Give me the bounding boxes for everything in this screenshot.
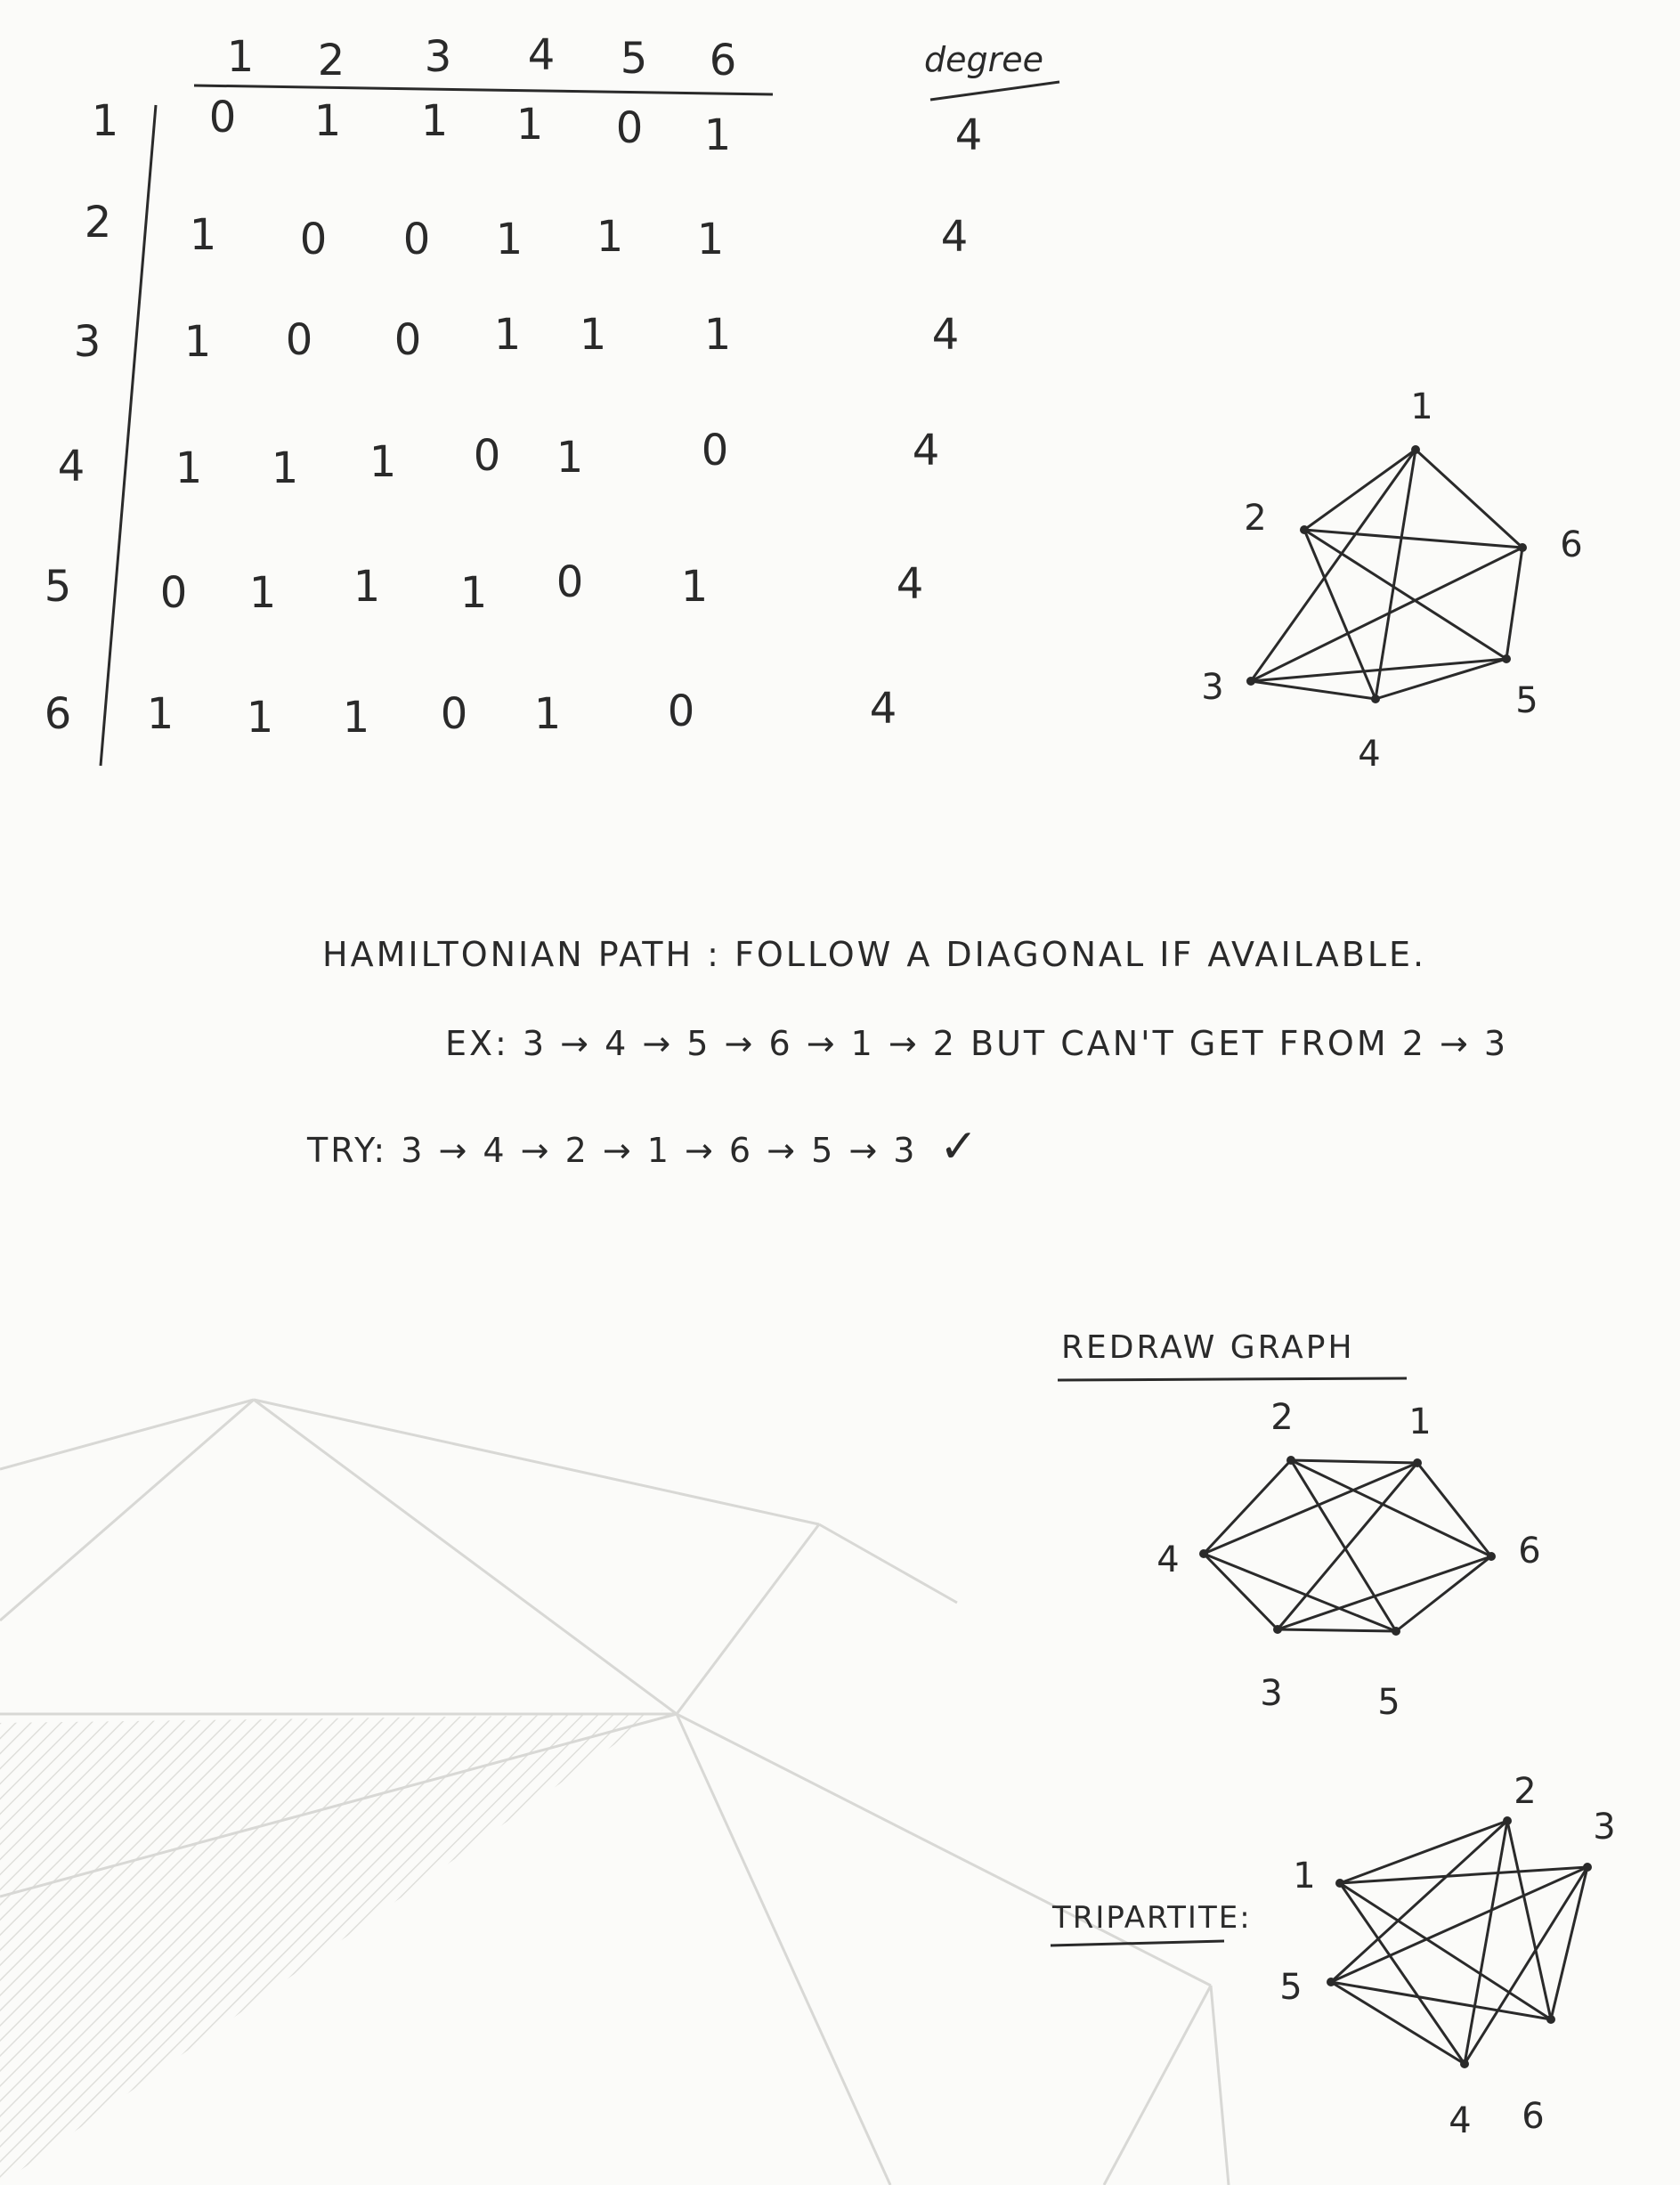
redraw-vertex-label-5: 5 [1377, 1682, 1400, 1723]
cell-2-2: 0 [300, 215, 328, 264]
cell-2-3: 0 [403, 215, 431, 264]
col-header-1: 1 [227, 32, 255, 82]
cell-2-1: 1 [190, 210, 217, 260]
header-underline [193, 84, 774, 96]
cell-5-2: 1 [249, 568, 277, 618]
cell-4-4: 0 [474, 431, 501, 481]
cell-5-1: 0 [160, 568, 188, 618]
tripartite-underline [1050, 1939, 1225, 1947]
graph-drawing-1: 1 2 6 3 5 4 [1201, 386, 1582, 775]
example-line: EX: 3 → 4 → 5 → 6 → 1 → 2 BUT CAN'T GET … [445, 1024, 1508, 1063]
col-header-3: 3 [425, 32, 452, 82]
cell-2-6: 1 [697, 215, 725, 264]
redraw-vertex-label-2: 2 [1270, 1397, 1293, 1438]
redraw-underline [1057, 1377, 1408, 1382]
cell-5-5: 0 [556, 557, 584, 607]
col-header-5: 5 [621, 34, 648, 84]
redraw-vertex-label-4: 4 [1157, 1539, 1179, 1580]
degree-row-3: 4 [932, 310, 960, 360]
tripartite-section: TRIPARTITE: 2 3 1 5 4 6 [1050, 1771, 1616, 2141]
cell-6-4: 0 [441, 689, 468, 739]
cell-1-4: 1 [516, 100, 544, 150]
graph1-vertex-label-1: 1 [1410, 386, 1432, 427]
redraw-vertex-label-6: 6 [1518, 1531, 1540, 1572]
tripartite-vertex-label-4: 4 [1449, 2100, 1471, 2141]
redraw-vertex-label-1: 1 [1408, 1401, 1431, 1442]
degree-row-6: 4 [870, 684, 897, 734]
cell-1-6: 1 [704, 110, 732, 160]
cell-1-2: 1 [314, 96, 342, 146]
tripartite-vertex-label-5: 5 [1279, 1967, 1302, 2008]
checkmark: ✓ [939, 1120, 981, 1174]
cell-4-6: 0 [702, 426, 729, 475]
cell-4-3: 1 [369, 437, 397, 487]
row-label-6: 6 [45, 689, 72, 739]
tripartite-title: TRIPARTITE: [1051, 1900, 1252, 1936]
cell-5-6: 1 [681, 562, 709, 612]
col-header-2: 2 [318, 36, 345, 85]
degree-row-2: 4 [941, 212, 969, 262]
col-header-6: 6 [710, 36, 737, 85]
cell-1-1: 0 [209, 93, 237, 142]
cell-4-2: 1 [272, 443, 299, 493]
row-label-divider [99, 104, 158, 767]
try-line: TRY: 3 → 4 → 2 → 1 → 6 → 5 → 3 [306, 1131, 917, 1170]
cell-4-5: 1 [556, 433, 584, 483]
cell-6-3: 1 [343, 693, 370, 743]
cell-6-6: 0 [668, 686, 695, 736]
graph1-vertex-label-3: 3 [1201, 667, 1223, 708]
background-watermark [0, 1398, 1230, 2185]
tripartite-vertex-label-6: 6 [1522, 2096, 1544, 2137]
cell-6-5: 1 [534, 689, 562, 739]
cell-3-2: 0 [286, 315, 313, 365]
col-header-4: 4 [528, 30, 556, 80]
tripartite-vertex-label-2: 2 [1514, 1771, 1536, 1812]
cell-5-3: 1 [353, 562, 381, 612]
graph1-vertex-label-5: 5 [1515, 680, 1538, 721]
degree-underline [929, 80, 1060, 102]
graph1-vertex-label-6: 6 [1560, 524, 1582, 565]
notes: HAMILTONIAN PATH : FOLLOW A DIAGONAL IF … [306, 935, 1508, 1174]
graph1-vertex-label-2: 2 [1244, 498, 1266, 539]
adjacency-matrix: 1 2 3 4 5 6 degree 1 0 1 1 1 0 1 4 2 1 0… [45, 30, 1060, 767]
degree-row-1: 4 [955, 110, 983, 160]
graph1-vertex-label-4: 4 [1358, 734, 1380, 775]
cell-2-5: 1 [597, 212, 624, 262]
cell-4-1: 1 [175, 443, 203, 493]
cell-5-4: 1 [460, 568, 488, 618]
cell-3-6: 1 [704, 310, 732, 360]
row-label-5: 5 [45, 562, 72, 612]
cell-6-1: 1 [147, 689, 174, 739]
redraw-graph-section: REDRAW GRAPH 2 1 4 6 3 5 [1057, 1329, 1541, 1723]
tripartite-vertex-label-1: 1 [1293, 1856, 1315, 1897]
degree-row-4: 4 [913, 426, 940, 475]
hamiltonian-heading: HAMILTONIAN PATH : FOLLOW A DIAGONAL IF … [322, 935, 1426, 974]
cell-1-5: 0 [616, 103, 644, 153]
degree-row-5: 4 [897, 559, 924, 609]
degree-header: degree [924, 40, 1043, 79]
redraw-title: REDRAW GRAPH [1061, 1329, 1355, 1366]
redraw-vertex-label-3: 3 [1260, 1673, 1282, 1714]
row-label-4: 4 [58, 442, 85, 491]
cell-3-3: 0 [394, 315, 422, 365]
row-label-2: 2 [85, 198, 112, 248]
tripartite-vertex-label-3: 3 [1593, 1807, 1615, 1848]
cell-3-1: 1 [184, 317, 212, 367]
row-label-1: 1 [92, 96, 119, 146]
cell-1-3: 1 [421, 96, 449, 146]
cell-2-4: 1 [496, 215, 523, 264]
cell-6-2: 1 [247, 693, 274, 743]
cell-3-5: 1 [580, 310, 607, 360]
cell-3-4: 1 [494, 310, 522, 360]
row-label-3: 3 [74, 317, 101, 367]
